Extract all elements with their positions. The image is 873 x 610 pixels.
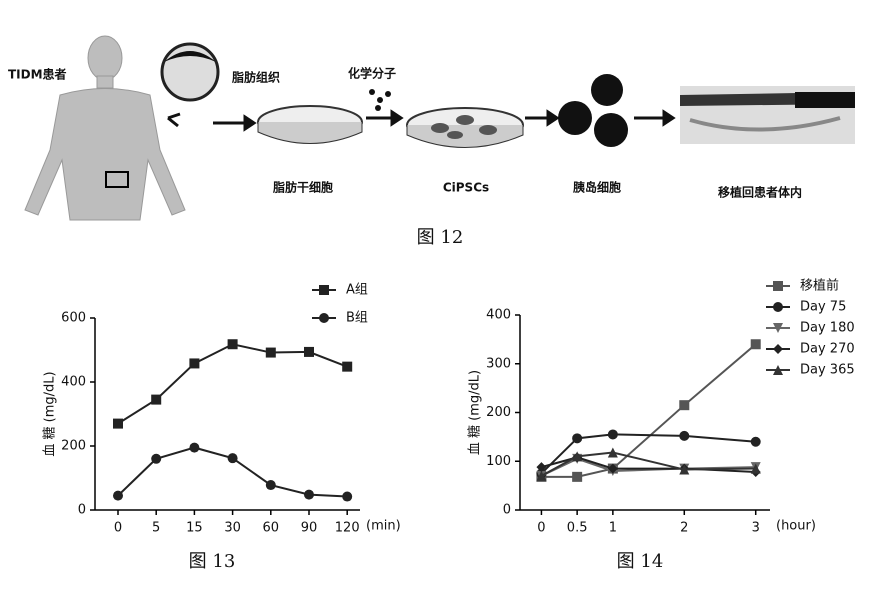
x-tick-label: 0 bbox=[537, 521, 545, 536]
y-tick-label: 200 bbox=[61, 439, 86, 454]
x-axis-label: (hour) bbox=[776, 519, 816, 534]
marker bbox=[304, 346, 314, 357]
y-tick-label: 400 bbox=[61, 375, 86, 390]
arrows bbox=[213, 109, 676, 132]
marker bbox=[572, 471, 583, 482]
needle bbox=[795, 92, 855, 108]
x-tick-label: 15 bbox=[186, 521, 203, 536]
marker bbox=[679, 464, 690, 475]
x-tick-label: 120 bbox=[335, 521, 360, 536]
y-tick-label: 100 bbox=[486, 454, 511, 469]
label: 化学分子 bbox=[348, 66, 396, 81]
y-tick-label: 0 bbox=[503, 503, 511, 518]
marker bbox=[536, 462, 547, 473]
marker bbox=[113, 418, 123, 429]
legend-marker bbox=[773, 302, 783, 312]
y-tick-label: 600 bbox=[61, 311, 86, 326]
scissors bbox=[167, 112, 181, 128]
label: 脂肪组织 bbox=[231, 70, 280, 85]
marker bbox=[151, 394, 162, 405]
tissue-fold bbox=[689, 116, 841, 132]
marker bbox=[572, 433, 583, 444]
tissue-edge bbox=[164, 51, 216, 62]
marker bbox=[227, 453, 238, 464]
x-tick-label: 5 bbox=[152, 521, 160, 536]
label: 胰岛细胞 bbox=[573, 180, 621, 195]
marker bbox=[342, 361, 353, 372]
patient-figure bbox=[24, 35, 186, 221]
legend-label: B组 bbox=[346, 311, 368, 326]
diagram: TIDM患者 脂肪组织 化学分子 脂肪 bbox=[8, 35, 855, 248]
y-tick-label: 0 bbox=[78, 503, 86, 518]
x-tick-label: 1 bbox=[609, 521, 617, 536]
marker bbox=[342, 491, 353, 502]
x-tick-label: 0.5 bbox=[567, 521, 588, 536]
label: CiPSCs bbox=[443, 181, 489, 195]
x-tick-label: 30 bbox=[224, 521, 241, 536]
legend-label: Day 270 bbox=[800, 342, 855, 357]
marker bbox=[265, 347, 276, 358]
y-tick-label: 300 bbox=[486, 356, 511, 371]
label: TIDM患者 bbox=[8, 67, 67, 82]
x-tick-label: 0 bbox=[114, 521, 122, 536]
marker bbox=[113, 490, 123, 501]
marker bbox=[679, 400, 690, 411]
legend-label: Day 180 bbox=[800, 321, 855, 336]
marker bbox=[189, 358, 200, 369]
x-tick-label: 3 bbox=[752, 521, 760, 536]
tissue-zoom bbox=[160, 42, 220, 102]
dish bbox=[406, 125, 524, 148]
y-axis-label: 血 糖 (mg/dL) bbox=[42, 371, 58, 456]
marker bbox=[607, 429, 618, 440]
y-tick-label: 400 bbox=[486, 308, 511, 323]
caption: 图 13 bbox=[189, 551, 236, 572]
legend-label: Day 75 bbox=[800, 300, 846, 315]
marker bbox=[572, 451, 583, 462]
legend-label: A组 bbox=[346, 283, 368, 298]
x-tick-label: 90 bbox=[301, 521, 318, 536]
y-axis-label: 血 糖 (mg/dL) bbox=[467, 370, 483, 455]
marker bbox=[536, 470, 547, 481]
legend-marker bbox=[773, 344, 783, 354]
legend-label: 移植前 bbox=[800, 278, 839, 294]
label: 脂肪干细胞 bbox=[272, 180, 333, 195]
marker bbox=[189, 442, 200, 453]
x-tick-label: 60 bbox=[263, 521, 280, 536]
y-tick-label: 200 bbox=[486, 405, 511, 420]
legend-marker bbox=[319, 313, 329, 323]
legend-marker bbox=[773, 323, 783, 333]
marker bbox=[607, 447, 618, 458]
legend-marker bbox=[319, 285, 329, 295]
marker bbox=[607, 463, 618, 474]
caption: 图 12 bbox=[417, 227, 464, 248]
caption: 图 14 bbox=[617, 551, 664, 572]
tissue-box bbox=[105, 171, 129, 188]
marker bbox=[227, 339, 238, 350]
molecule bbox=[369, 89, 391, 111]
marker bbox=[151, 453, 162, 464]
marker bbox=[265, 480, 276, 491]
x-tick-label: 2 bbox=[680, 521, 688, 536]
legend-label: Day 365 bbox=[800, 363, 855, 378]
colonies bbox=[431, 115, 497, 139]
marker bbox=[304, 489, 314, 500]
marker bbox=[750, 339, 761, 350]
dish bbox=[257, 122, 363, 144]
legend-marker bbox=[773, 365, 783, 375]
label: 移植回患者体内 bbox=[718, 185, 802, 200]
legend-marker bbox=[773, 281, 783, 291]
marker bbox=[750, 463, 761, 474]
islets bbox=[558, 74, 628, 147]
marker bbox=[679, 430, 690, 441]
x-axis-label: (min) bbox=[366, 519, 401, 534]
marker bbox=[750, 436, 761, 447]
